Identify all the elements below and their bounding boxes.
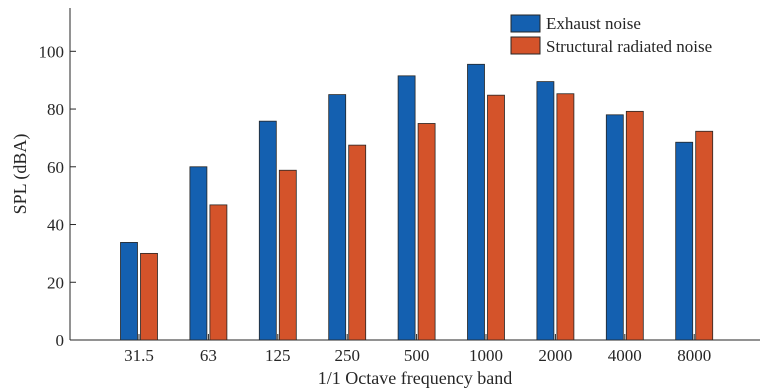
bar-exhaust-noise: [605, 114, 624, 341]
x-tick-label: 4000: [608, 346, 642, 365]
bar-exhaust-noise: [258, 120, 277, 341]
legend-label-structural: Structural radiated noise: [546, 37, 712, 56]
x-ticks: 31.5 63 125 250 500 1000 2000 4000 8000: [124, 334, 711, 365]
legend-swatch-structural: [510, 36, 541, 55]
bar-exhaust-noise: [328, 94, 347, 341]
bar-structural-radiated-noise: [487, 94, 505, 341]
y-tick-label: 60: [47, 158, 64, 177]
bar-exhaust-noise: [397, 75, 416, 341]
bar-structural-radiated-noise: [417, 123, 436, 341]
x-tick-label: 8000: [677, 346, 711, 365]
bars: [120, 63, 714, 341]
bar-structural-radiated-noise: [348, 144, 367, 341]
x-axis-label: 1/1 Octave frequency band: [318, 368, 512, 388]
y-axis-label: SPL (dBA): [10, 134, 31, 215]
y-tick-label: 20: [47, 273, 64, 292]
bar-structural-radiated-noise: [140, 252, 158, 341]
legend-swatch-exhaust: [510, 14, 541, 33]
bar-exhaust-noise: [675, 141, 694, 341]
x-tick-label: 2000: [538, 346, 572, 365]
y-tick-label: 0: [56, 331, 65, 350]
y-tick-label: 100: [39, 42, 65, 61]
x-tick-label: 1000: [469, 346, 503, 365]
legend-label-exhaust: Exhaust noise: [546, 14, 641, 33]
bar-exhaust-noise: [467, 63, 485, 341]
bar-structural-radiated-noise: [625, 110, 644, 341]
y-tick-label: 40: [47, 216, 64, 235]
y-tick-label: 80: [47, 100, 64, 119]
x-tick-label: 125: [265, 346, 291, 365]
legend: Exhaust noise Structural radiated noise: [506, 9, 756, 61]
bar-exhaust-noise: [189, 166, 208, 341]
bar-structural-radiated-noise: [278, 169, 297, 341]
bar-structural-radiated-noise: [556, 93, 575, 341]
legend-box: [506, 9, 756, 61]
bar-structural-radiated-noise: [209, 204, 228, 341]
x-tick-label: 250: [334, 346, 360, 365]
x-tick-label: 500: [404, 346, 430, 365]
x-tick-label: 63: [200, 346, 217, 365]
x-tick-label: 31.5: [124, 346, 154, 365]
bar-structural-radiated-noise: [695, 130, 714, 341]
bar-exhaust-noise: [536, 81, 555, 341]
bar-exhaust-noise: [120, 242, 138, 341]
y-ticks: 0 20 40 60 80 100: [39, 42, 76, 350]
